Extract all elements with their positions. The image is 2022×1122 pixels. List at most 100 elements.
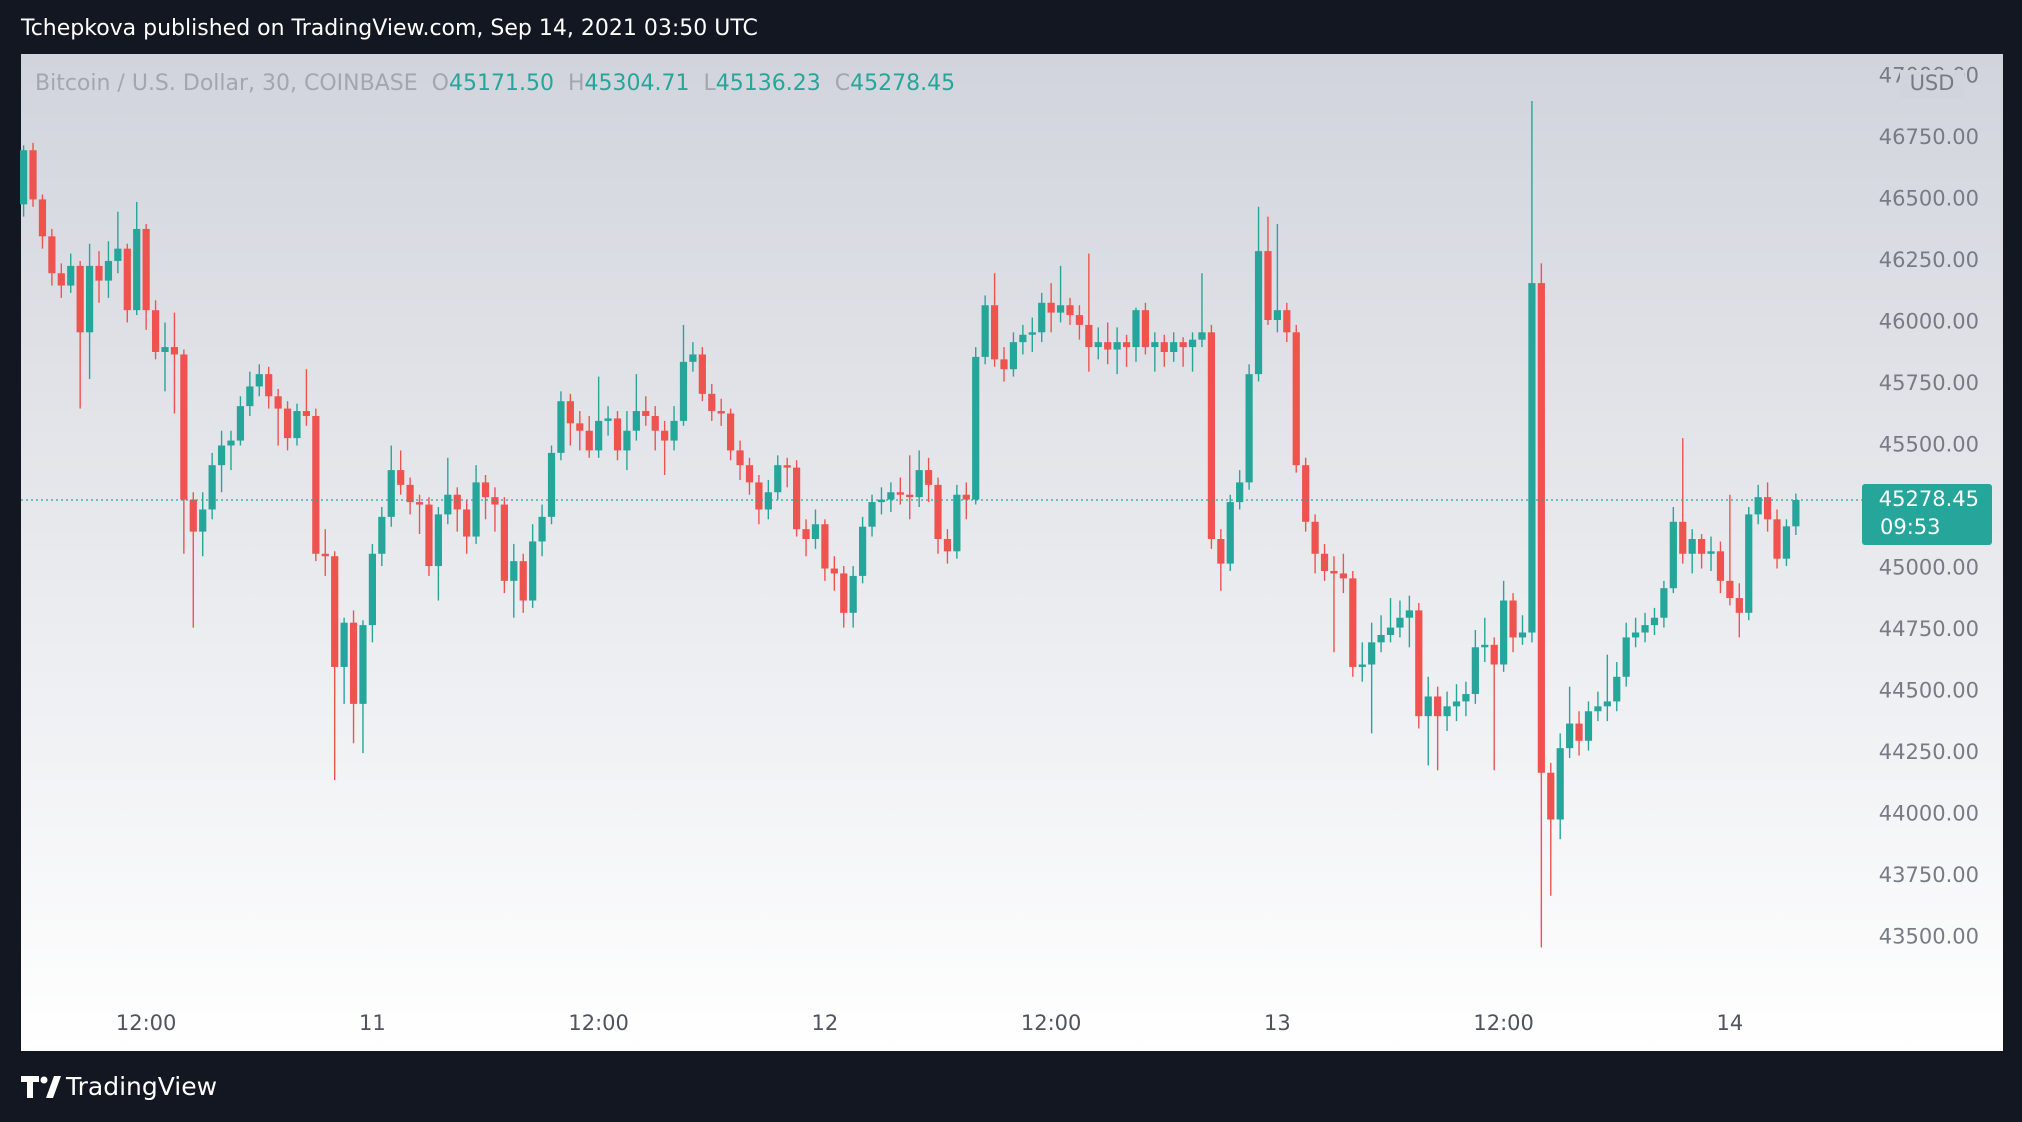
candle-body <box>1556 748 1564 820</box>
candle-body <box>698 354 706 394</box>
candle-body <box>1254 251 1263 375</box>
candle-body <box>1641 625 1649 633</box>
candle-body <box>802 529 810 540</box>
candle-body <box>783 465 791 468</box>
candle-body <box>20 150 28 205</box>
candle-body <box>1613 676 1621 702</box>
y-tick-label: 46500.00 <box>1879 186 1979 210</box>
candle-body <box>1622 637 1630 677</box>
x-tick-label: 11 <box>359 1011 386 1035</box>
candle-body <box>1471 647 1479 695</box>
candle-body <box>293 411 301 439</box>
candle-body <box>1207 332 1216 540</box>
candle-body <box>236 406 245 441</box>
candle-body <box>774 465 782 493</box>
candle-body <box>1632 632 1640 638</box>
y-tick-label: 45000.00 <box>1879 556 1979 580</box>
candle-body <box>943 539 952 552</box>
candle-body <box>1443 706 1451 717</box>
candle-body <box>566 401 574 424</box>
candle-body <box>180 354 188 500</box>
x-tick-label: 14 <box>1717 1011 1744 1035</box>
candle-body <box>1132 310 1140 348</box>
candle-body <box>877 499 886 503</box>
x-tick-label: 12:00 <box>568 1011 629 1035</box>
candle-body <box>679 361 688 421</box>
candle-body <box>1038 302 1046 333</box>
candle-body <box>255 374 263 387</box>
candle-body <box>434 514 442 567</box>
candle-body <box>604 418 612 421</box>
candle-body <box>1151 342 1159 348</box>
candle-body <box>962 494 970 500</box>
candle-body <box>500 504 508 581</box>
ohlc-value: 45278.45 <box>850 71 955 96</box>
candle-body <box>321 553 329 557</box>
candle-body <box>1481 644 1489 648</box>
candle-body <box>1273 310 1281 321</box>
brand-logo <box>21 1076 61 1098</box>
candle-body <box>95 265 103 281</box>
y-tick-label: 46250.00 <box>1879 248 1979 272</box>
candle-body <box>1226 502 1234 564</box>
ohlc-value: 45304.71 <box>585 71 690 96</box>
candle-body <box>133 228 141 311</box>
candle-body <box>1707 551 1715 554</box>
candle-body <box>48 236 56 274</box>
candle-body <box>368 553 376 626</box>
candle-body <box>717 411 725 414</box>
candle-body <box>830 568 838 574</box>
candle-body <box>1452 701 1461 707</box>
candle-body <box>1434 696 1442 717</box>
candle-body <box>123 248 131 311</box>
candle-body <box>1358 664 1366 667</box>
candle-body <box>340 622 348 667</box>
candle-body <box>1716 551 1725 581</box>
candle-body <box>397 470 405 485</box>
candle-body <box>1311 521 1319 554</box>
candle-body <box>1528 283 1536 633</box>
candle-body <box>170 347 179 355</box>
candle-body <box>1330 570 1338 574</box>
candle-body <box>1679 521 1687 554</box>
publish-header: Tchepkova published on TradingView.com, … <box>20 16 758 41</box>
candle-body <box>425 504 433 567</box>
candle-body <box>406 484 414 503</box>
candle-body <box>821 524 829 569</box>
candle-body <box>57 273 65 286</box>
candle-body <box>1660 588 1668 618</box>
candle-body <box>1735 598 1743 613</box>
candle-body <box>29 150 37 200</box>
candle-body <box>227 440 235 446</box>
candle-body <box>1019 334 1027 343</box>
candle-body <box>1405 610 1413 618</box>
candle-body <box>736 450 744 466</box>
candle-body <box>1245 374 1253 483</box>
candle-body <box>1490 644 1498 665</box>
candle-body <box>1000 359 1008 370</box>
candle-body <box>1075 315 1084 325</box>
candle-body <box>246 386 254 407</box>
candle-body <box>1500 600 1508 665</box>
candle-body <box>415 502 424 505</box>
candle-body <box>378 516 386 554</box>
y-tick-label: 43500.00 <box>1879 925 1979 949</box>
candle-body <box>1217 539 1225 564</box>
candle-body <box>1349 578 1357 667</box>
candle-body <box>114 248 122 261</box>
candle-body <box>1650 617 1659 626</box>
candle-body <box>1236 482 1244 503</box>
candle-body <box>265 374 273 397</box>
candle-body <box>990 305 999 360</box>
candle-body <box>1292 332 1300 466</box>
candle-body <box>1122 342 1131 348</box>
candle-body <box>972 356 980 500</box>
candle-body <box>38 199 47 237</box>
candle-body <box>1141 310 1150 348</box>
candle-body <box>651 415 659 431</box>
candle-body <box>217 445 226 466</box>
candle-body <box>924 470 933 485</box>
candle-body <box>491 497 499 505</box>
y-unit: USD <box>1910 71 1955 95</box>
candle-body <box>1302 465 1310 522</box>
